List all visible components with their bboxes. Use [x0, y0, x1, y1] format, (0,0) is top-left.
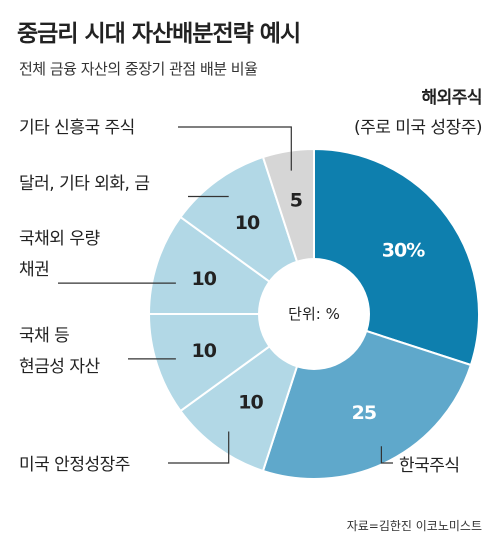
- label-korea-stocks: 한국주식: [399, 456, 460, 476]
- label-bonds-line2: 채권: [19, 260, 49, 280]
- leader-emerging-stocks: [178, 126, 292, 171]
- source-note: 자료=김한진 이코노미스트: [346, 519, 482, 533]
- unit-label: 단위: %: [288, 305, 340, 323]
- leader-us-stable-growth: [168, 431, 230, 464]
- value-us-stable-growth: 10: [238, 391, 263, 413]
- label-cash-assets-line2: 현금성 자산: [19, 357, 100, 377]
- value-bonds: 10: [191, 268, 216, 290]
- value-korea-stocks: 25: [352, 402, 376, 424]
- label-bonds-line1: 국채외 우량: [19, 229, 100, 249]
- chart-title: 중금리 시대 자산배분전략 예시: [17, 21, 301, 47]
- label-overseas-stocks-sub: (주로 미국 성장주): [354, 118, 482, 138]
- slice-values: 30% 25 10 10 10 10 5: [191, 189, 426, 424]
- value-emerging-stocks: 5: [290, 189, 302, 211]
- value-fx-gold: 10: [235, 212, 260, 234]
- chart-subtitle: 전체 금융 자산의 중장기 관점 배분 비율: [19, 60, 258, 78]
- value-cash-assets: 10: [191, 340, 216, 362]
- leader-lines: [58, 126, 393, 464]
- value-overseas-stocks: 30%: [382, 239, 425, 261]
- label-emerging-stocks: 기타 신흥국 주식: [19, 118, 135, 138]
- label-fx-gold: 달러, 기타 외화, 금: [19, 174, 150, 194]
- label-overseas-stocks: 해외주식: [421, 88, 482, 108]
- leader-korea-stocks: [380, 446, 393, 464]
- label-us-stable-growth: 미국 안정성장주: [19, 455, 130, 475]
- label-cash-assets-line1: 국채 등: [19, 326, 69, 346]
- center-hole: [258, 258, 370, 370]
